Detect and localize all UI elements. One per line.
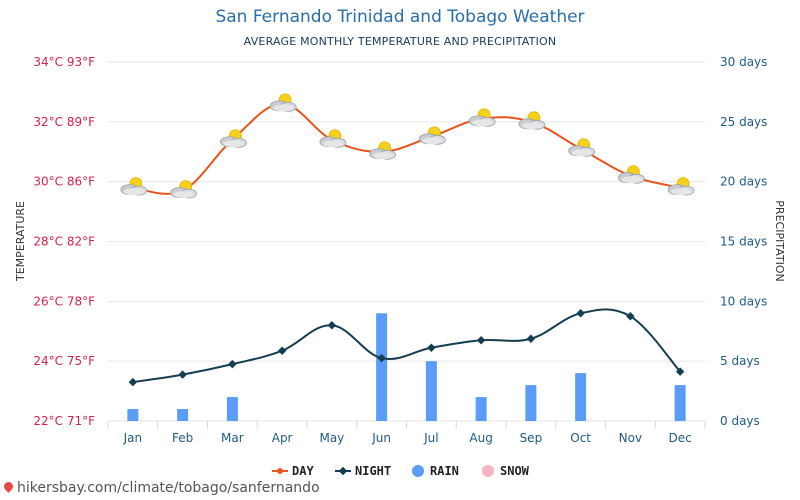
night-point [327, 321, 337, 330]
x-tick-label: Dec [669, 431, 692, 445]
y2-tick-label: 5 days [720, 354, 760, 368]
legend-label: RAIN [430, 464, 459, 478]
partly-cloudy-icon [518, 111, 546, 130]
rain-bar [226, 397, 238, 421]
rain-bar [575, 373, 587, 421]
y-tick-label: 22°C 71°F [33, 414, 95, 428]
rain-bars [127, 313, 686, 421]
chart-title: San Fernando Trinidad and Tobago Weather [215, 7, 585, 27]
partly-cloudy-icon [269, 93, 297, 112]
legend-item-snow[interactable]: SNOW [482, 464, 530, 478]
partly-cloudy-icon [319, 129, 347, 148]
rain-bar [177, 409, 189, 421]
night-point [675, 367, 685, 376]
y-tick-label: 34°C 93°F [33, 55, 95, 69]
y-axis-label: TEMPERATURE [14, 201, 27, 282]
day-line [132, 102, 681, 195]
rain-bar [425, 361, 437, 421]
night-point [377, 353, 386, 363]
partly-cloudy-icon [617, 165, 645, 184]
partly-cloudy-icon [418, 126, 446, 145]
legend-item-rain[interactable]: RAIN [412, 464, 459, 478]
night-point [526, 334, 536, 343]
rain-bar [674, 385, 686, 421]
night-point [178, 370, 187, 379]
chart-subtitle: AVERAGE MONTHLY TEMPERATURE AND PRECIPIT… [243, 35, 557, 48]
y2-tick-label: 10 days [720, 294, 767, 308]
rain-bar [475, 397, 487, 421]
weather-icons [120, 93, 695, 199]
rain-bar [127, 409, 139, 421]
y2-tick-label: 30 days [720, 55, 767, 69]
y2-tick-label: 15 days [720, 235, 767, 249]
x-tick-label: Mar [221, 431, 244, 445]
legend-label: DAY [292, 464, 314, 478]
x-tick-label: Sep [520, 431, 543, 445]
x-tick-label: Jul [423, 431, 438, 445]
partly-cloudy-icon [120, 177, 148, 196]
y-tick-label: 30°C 86°F [33, 175, 95, 189]
night-point [128, 377, 138, 387]
axis-ticks: 22°C 71°F 24°C 75°F 26°C 78°F 28°C 82°F 30°C… [33, 55, 767, 445]
night-point [576, 309, 585, 318]
night-point [626, 312, 635, 321]
series-lines [128, 102, 685, 387]
partly-cloudy-icon [369, 141, 397, 160]
legend-item-day[interactable]: DAY [272, 464, 314, 478]
y2-axis-label: PRECIPITATION [773, 200, 786, 281]
x-tick-label: Jun [371, 431, 391, 445]
footer-link-text: hikersbay.com/climate/tobago/sanfernando [17, 480, 320, 496]
night-point [277, 346, 287, 355]
y-tick-label: 26°C 78°F [33, 294, 95, 308]
x-tick-label: Jan [123, 431, 143, 445]
x-tick-label: Oct [570, 431, 591, 445]
x-tick-label: Nov [619, 431, 642, 445]
partly-cloudy-icon [568, 138, 596, 157]
night-line [132, 308, 681, 384]
x-tick-label: Aug [469, 431, 492, 445]
grid-lines [107, 61, 706, 429]
y2-tick-label: 20 days [720, 175, 767, 189]
y2-tick-label: 25 days [720, 115, 767, 129]
partly-cloudy-icon [170, 180, 198, 199]
legend-label: SNOW [500, 464, 530, 478]
legend-item-night[interactable]: NIGHT [335, 464, 391, 478]
y-tick-label: 28°C 82°F [33, 235, 95, 249]
x-tick-label: Apr [272, 431, 293, 445]
partly-cloudy-icon [219, 129, 247, 148]
y2-tick-label: 0 days [720, 414, 760, 428]
legend-label: NIGHT [355, 464, 391, 478]
partly-cloudy-icon [468, 108, 496, 127]
location-pin-icon [2, 480, 15, 493]
night-point [228, 359, 237, 369]
footer-link[interactable]: hikersbay.com/climate/tobago/sanfernando [2, 480, 320, 496]
x-tick-label: Feb [172, 431, 193, 445]
night-point [427, 343, 436, 352]
rain-bar [525, 385, 537, 421]
y-tick-label: 32°C 89°F [33, 115, 95, 129]
night-point [476, 335, 486, 345]
x-tick-label: May [319, 431, 344, 445]
y-tick-label: 24°C 75°F [33, 354, 95, 368]
legend: DAY NIGHT RAIN SNOW [272, 464, 530, 478]
partly-cloudy-icon [667, 177, 695, 196]
rain-bar [376, 313, 388, 421]
